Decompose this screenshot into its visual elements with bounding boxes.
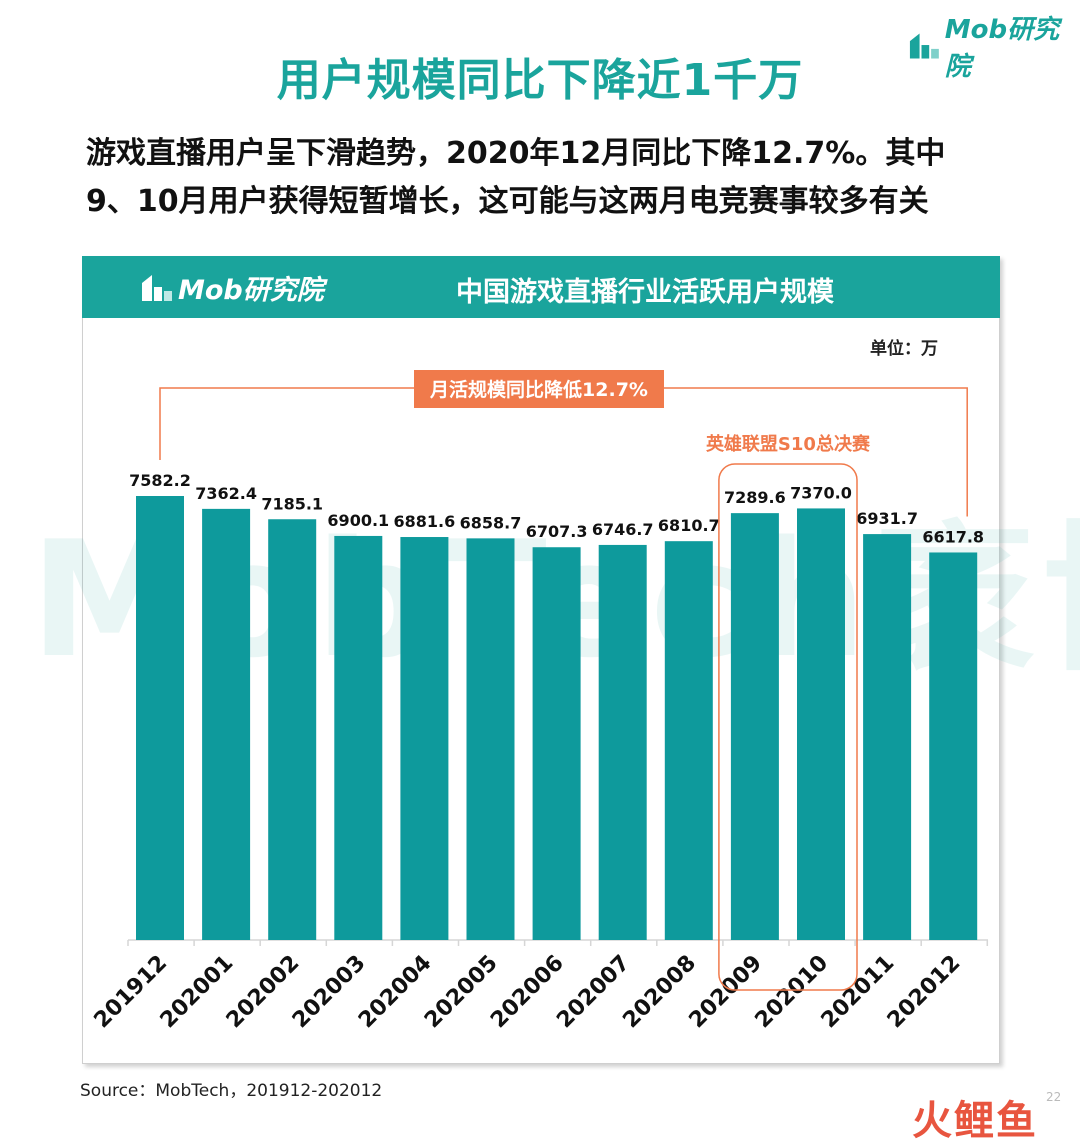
data-label-202010: 7370.0 bbox=[790, 483, 852, 502]
data-label-202004: 6881.6 bbox=[394, 512, 456, 531]
chart-brand-logo: Mob研究院 bbox=[140, 268, 324, 307]
page-number: 22 bbox=[1046, 1090, 1062, 1104]
bar-202009 bbox=[730, 513, 779, 940]
yoy-label: 月活规模同比降低12.7% bbox=[429, 378, 648, 401]
bar-202002 bbox=[268, 519, 317, 940]
corner-brand-logo: 火鲤鱼 bbox=[912, 1098, 1038, 1144]
mob-logo-icon bbox=[909, 33, 939, 59]
data-label-202001: 7362.4 bbox=[195, 484, 257, 503]
data-label-202011: 6931.7 bbox=[856, 509, 918, 528]
data-label-202008: 6810.7 bbox=[658, 516, 720, 535]
bar-202010 bbox=[797, 508, 845, 940]
bar-202012 bbox=[929, 552, 978, 940]
brand-logo-text: Mob研究院 bbox=[944, 15, 1060, 82]
data-label-201912: 7582.2 bbox=[129, 471, 191, 490]
highlight-label: 英雄联盟S10总决赛 bbox=[705, 433, 871, 455]
chart-title: 中国游戏直播行业活跃用户规模 bbox=[456, 277, 834, 308]
chart-brand-text: Mob研究院 bbox=[178, 275, 324, 306]
bar-202007 bbox=[598, 544, 647, 940]
data-label-202005: 6858.7 bbox=[460, 513, 522, 532]
bar-201912 bbox=[136, 496, 184, 940]
data-label-202007: 6746.7 bbox=[592, 520, 654, 539]
highlight-box bbox=[718, 463, 858, 991]
subtitle-line-2: 9、10月用户获得短暂增长，这可能与这两月电竞赛事较多有关 bbox=[86, 184, 929, 219]
x-tick-label-202012: 202012 bbox=[883, 951, 966, 1034]
unit-label: 单位：万 bbox=[870, 339, 938, 359]
page-title: 用户规模同比下降近1千万 bbox=[276, 55, 804, 106]
yoy-label-box bbox=[414, 370, 664, 408]
subtitle: 游戏直播用户呈下滑趋势，2020年12月同比下降12.7%。其中 9、10月用户… bbox=[86, 130, 1006, 226]
bar-202006 bbox=[532, 547, 581, 940]
data-label-202006: 6707.3 bbox=[526, 522, 588, 541]
brand-logo: Mob研究院 bbox=[908, 15, 1080, 82]
bar-202011 bbox=[863, 534, 912, 940]
bar-202005 bbox=[466, 538, 515, 940]
data-label-202009: 7289.6 bbox=[724, 488, 786, 507]
data-label-202003: 6900.1 bbox=[327, 511, 389, 530]
bar-202008 bbox=[664, 541, 713, 940]
mob-logo-icon bbox=[142, 274, 172, 301]
data-label-202002: 7185.1 bbox=[261, 494, 323, 513]
chart-header: Mob研究院 中国游戏直播行业活跃用户规模 bbox=[82, 256, 1000, 318]
bar-202003 bbox=[334, 535, 383, 940]
subtitle-line-1: 游戏直播用户呈下滑趋势，2020年12月同比下降12.7%。其中 bbox=[86, 136, 946, 171]
bar-202001 bbox=[202, 508, 251, 940]
bar-202004 bbox=[400, 537, 449, 940]
data-label-202012: 6617.8 bbox=[922, 527, 984, 546]
source-note: Source：MobTech，201912-202012 bbox=[80, 1081, 383, 1101]
